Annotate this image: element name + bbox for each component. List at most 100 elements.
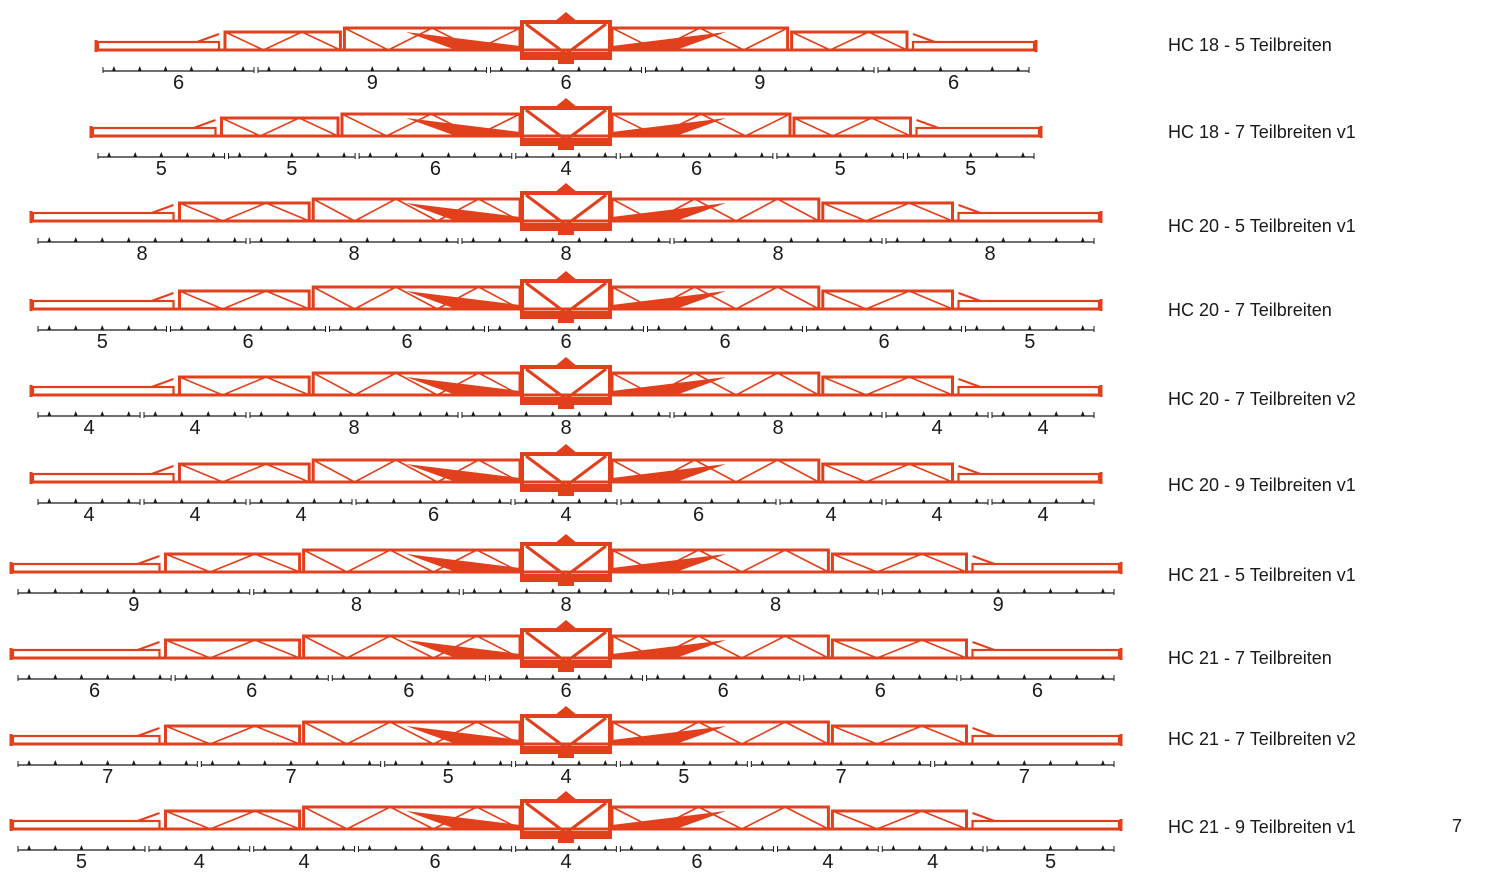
nozzle-icon (681, 845, 686, 850)
section: 4 (777, 845, 879, 873)
nozzle-icon (131, 588, 136, 593)
nozzle-icon (524, 152, 529, 157)
nozzle-icon (1022, 674, 1027, 679)
nozzle-icon (708, 588, 713, 593)
nozzle-icon (153, 325, 158, 330)
section-nozzle-count: 5 (156, 158, 167, 180)
nozzle-icon (341, 760, 346, 765)
nozzle-icon (865, 588, 870, 593)
nozzle-icon (603, 674, 608, 679)
nozzle-icon (315, 845, 320, 850)
nozzle-icon (236, 588, 241, 593)
nozzle-icon (471, 325, 476, 330)
nozzle-icon (524, 674, 529, 679)
nozzle-icon (1022, 588, 1027, 593)
nozzle-icon (550, 845, 555, 850)
nozzle-icon (706, 66, 711, 71)
section-nozzle-count: 9 (128, 594, 139, 616)
nozzle-icon (868, 237, 873, 242)
nozzle-icon (524, 588, 529, 593)
nozzle-icon (708, 674, 713, 679)
row-label: HC 18 - 7 Teilbreiten v1 (1168, 122, 1356, 142)
nozzle-icon (472, 588, 477, 593)
nozzle-icon (418, 411, 423, 416)
section-nozzle-count: 6 (246, 680, 257, 702)
nozzle-icon (131, 845, 136, 850)
nozzle-icon (895, 411, 900, 416)
nozzle-icon (498, 845, 503, 850)
section-nozzle-count: 6 (560, 331, 571, 353)
section: 4 (991, 498, 1095, 526)
boom-row: 8 8 8 8 8 (29, 183, 1103, 265)
nozzle-icon (886, 66, 891, 71)
nozzle-icon (338, 498, 343, 503)
nozzle-icon (368, 152, 373, 157)
section: 4 (881, 845, 984, 873)
nozzle-icon (341, 845, 346, 850)
nozzle-icon (656, 325, 661, 330)
section-nozzle-count: 6 (430, 158, 441, 180)
nozzle-icon (757, 66, 762, 71)
nozzle-icon (656, 498, 661, 503)
nozzle-icon (259, 325, 264, 330)
nozzle-icon (471, 411, 476, 416)
nozzle-icon (79, 845, 84, 850)
page-number: 7 (1452, 816, 1463, 836)
section: 6 (619, 845, 775, 873)
nozzle-icon (100, 498, 105, 503)
nozzle-icon (1022, 760, 1027, 765)
nozzle-icon (891, 674, 896, 679)
section: 6 (174, 674, 329, 702)
boom-row: 5 4 4 6 4 6 4 4 5 (9, 791, 1123, 873)
nozzle-icon (865, 845, 870, 850)
nozzle-icon (47, 325, 52, 330)
section-nozzle-count: 8 (770, 594, 781, 616)
row-label: HC 18 - 5 Teilbreiten (1168, 35, 1332, 55)
nozzle-icon (210, 674, 215, 679)
nozzle-icon (419, 760, 424, 765)
nozzle-icon (815, 237, 820, 242)
section-nozzle-count: 8 (560, 417, 571, 439)
section: 8 (885, 237, 1095, 265)
nozzle-icon (100, 237, 105, 242)
section: 4 (253, 845, 355, 873)
nozzle-icon (734, 674, 739, 679)
nozzle-icon (47, 498, 52, 503)
nozzle-icon (236, 845, 241, 850)
nozzle-icon (131, 674, 136, 679)
nozzle-icon (289, 588, 293, 593)
section: 6 (619, 152, 774, 180)
nozzle-icon (232, 237, 237, 242)
nozzle-icon (942, 152, 947, 157)
nozzle-icon (285, 498, 290, 503)
nozzle-icon (968, 152, 973, 157)
section-nozzle-count: 6 (560, 72, 571, 94)
section: 4 (148, 845, 251, 873)
nozzle-icon (654, 66, 659, 71)
nozzle-icon (550, 588, 555, 593)
section-nozzle-count: 6 (691, 851, 702, 873)
section-nozzle-count: 5 (678, 766, 689, 788)
nozzle-icon (681, 588, 686, 593)
section: 9 (881, 588, 1115, 616)
nozzle-icon (736, 325, 741, 330)
nozzle-icon (211, 152, 216, 157)
section: 4 (37, 411, 141, 439)
nozzle-icon (921, 498, 926, 503)
nozzle-icon (861, 66, 866, 71)
nozzle-icon (341, 588, 346, 593)
nozzle-icon (338, 325, 343, 330)
section-nozzle-count: 4 (194, 851, 205, 873)
nozzle-icon (603, 760, 608, 765)
nozzle-icon (680, 66, 685, 71)
nozzle-icon (630, 498, 635, 503)
nozzle-icon (809, 66, 814, 71)
boom-row: 6 9 6 9 6 (94, 12, 1038, 94)
nozzle-icon (602, 66, 607, 71)
section: 6 (329, 325, 485, 353)
nozzle-icon (259, 498, 264, 503)
section-nozzle-count: 8 (772, 243, 783, 265)
nozzle-icon (1048, 760, 1053, 765)
section: 6 (355, 498, 512, 526)
nozzle-icon (1054, 411, 1059, 416)
